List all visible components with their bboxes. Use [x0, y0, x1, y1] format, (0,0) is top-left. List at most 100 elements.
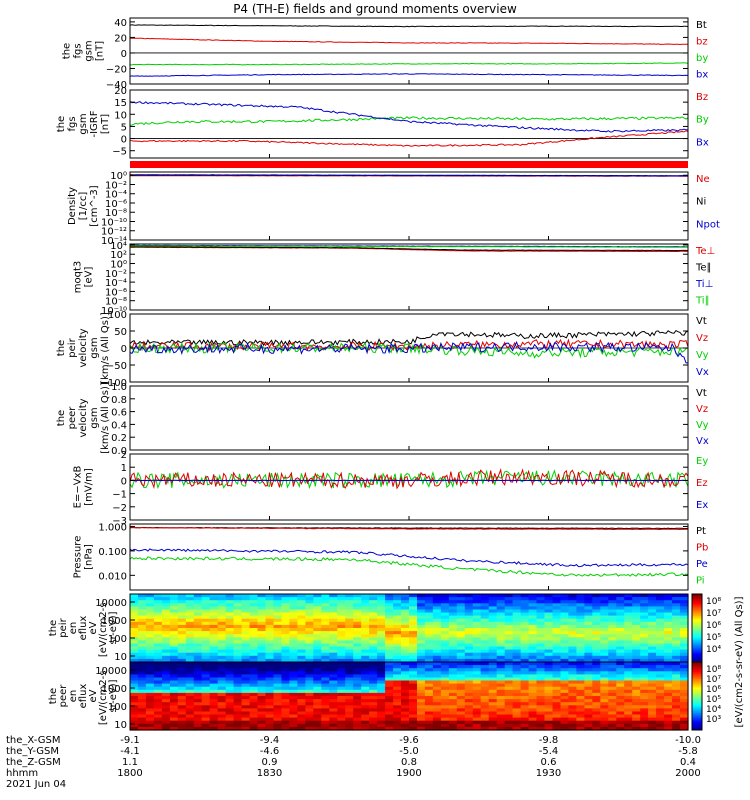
spectrogram-cell: [385, 621, 394, 626]
spectrogram-cell: [289, 634, 298, 638]
spectrogram-cell: [424, 726, 434, 731]
spectrogram-cell: [544, 699, 554, 703]
spectrogram-cell: [432, 726, 442, 731]
spectrogram-cell: [225, 652, 235, 657]
spectrogram-cell: [640, 655, 649, 660]
spectrogram-cell: [393, 714, 402, 719]
spectrogram-cell: [568, 692, 577, 697]
spectrogram-cell: [456, 628, 466, 632]
spectrogram-cell: [600, 637, 609, 641]
spectrogram-cell: [241, 708, 251, 713]
spectrogram-cell: [648, 646, 657, 651]
spectrogram-cell: [249, 686, 259, 691]
spectrogram-cell: [241, 699, 251, 703]
spectrogram-cell: [201, 649, 211, 654]
spectrogram-cell: [345, 640, 354, 645]
spectrogram-cell: [504, 671, 514, 675]
spectrogram-cell: [656, 665, 665, 669]
spectrogram-cell: [329, 711, 338, 716]
spectrogram-cell: [592, 677, 601, 682]
spectrogram-cell: [193, 699, 203, 703]
spectrogram-cell: [464, 720, 474, 725]
spectrogram-cell: [313, 637, 322, 641]
spectrogram-cell: [273, 615, 283, 620]
spectrogram-cell: [640, 696, 649, 700]
spectrogram-cell: [448, 600, 458, 604]
spectrogram-cell: [225, 726, 235, 731]
spectrogram-cell: [568, 658, 577, 663]
spectrogram-cell: [289, 603, 298, 607]
spectrogram-cell: [552, 680, 562, 685]
spectrogram-cell: [536, 720, 546, 725]
spectrogram-cell: [504, 699, 514, 703]
spectrogram-cell: [488, 671, 498, 675]
spectrogram-cell: [138, 714, 147, 719]
spectrogram-cell: [321, 699, 330, 703]
spectrogram-cell: [680, 717, 689, 722]
spectrogram-cell: [369, 689, 378, 694]
spectrogram-cell: [249, 615, 259, 620]
spectrogram-cell: [297, 634, 306, 638]
spectrogram-cell: [592, 603, 601, 607]
spectrogram-cell: [169, 692, 179, 697]
spectrogram-cell: [145, 674, 155, 679]
spectrogram-cell: [377, 637, 386, 641]
spectrogram-cell: [265, 677, 275, 682]
spectrogram-cell: [592, 612, 601, 617]
spectrogram-cell: [337, 662, 346, 666]
y-tick-label: 10: [114, 720, 127, 731]
spectrogram-cell: [552, 594, 562, 598]
spectrogram-cell: [369, 680, 378, 685]
spectrogram-cell: [233, 631, 243, 635]
spectrogram-cell: [544, 652, 554, 657]
spectrogram-cell: [138, 600, 147, 604]
spectrogram-cell: [337, 594, 346, 598]
spectrogram-cell: [217, 609, 227, 614]
spectrogram-cell: [640, 612, 649, 617]
spectrogram-cell: [337, 720, 346, 725]
spectrogram-cell: [488, 652, 498, 657]
spectrogram-cell: [329, 726, 338, 731]
spectrogram-cell: [488, 597, 498, 601]
spectrogram-cell: [512, 628, 522, 632]
spectrogram-cell: [632, 597, 641, 601]
spectrogram-cell: [544, 680, 554, 685]
spectrogram-cell: [145, 683, 155, 688]
spectrogram-cell: [138, 631, 147, 635]
spectrogram-cell: [584, 624, 593, 629]
spectrogram-cell: [321, 680, 330, 685]
spectrogram-cell: [448, 668, 458, 672]
spectrogram-cell: [520, 631, 530, 635]
spectrogram-cell: [664, 723, 673, 728]
spectrogram-cell: [576, 621, 585, 626]
colorbar-cell: [692, 624, 702, 627]
spectrogram-cell: [329, 692, 338, 697]
spectrogram-cell: [153, 643, 163, 648]
spectrogram-cell: [480, 628, 490, 632]
y-axis-label: fgs: [67, 116, 78, 131]
y-axis-label: Pressure: [73, 536, 84, 579]
spectrogram-cell: [353, 668, 362, 672]
colorbar-cell: [692, 714, 702, 717]
spectrogram-cell: [161, 612, 171, 617]
spectrogram-cell: [138, 594, 147, 598]
spectrogram-cell: [456, 677, 466, 682]
spectrogram-cell: [528, 637, 538, 641]
spectrogram-cell: [177, 618, 187, 623]
spectrogram-cell: [345, 609, 354, 614]
spectrogram-cell: [504, 612, 514, 617]
spectrogram-cell: [345, 624, 354, 629]
spectrogram-cell: [361, 689, 370, 694]
y-tick-label: 100: [108, 634, 127, 645]
y-tick-label: −5: [112, 147, 127, 158]
spectrogram-cell: [504, 640, 514, 645]
spectrogram-cell: [560, 621, 570, 626]
spectrogram-cell: [648, 726, 657, 731]
spectrogram-cell: [185, 717, 195, 722]
spectrogram-cell: [385, 677, 394, 682]
spectrogram-cell: [249, 640, 259, 645]
spectrogram-cell: [385, 671, 394, 675]
spectrogram-cell: [209, 720, 219, 725]
spectrogram-cell: [608, 628, 617, 632]
spectrogram-cell: [217, 600, 227, 604]
